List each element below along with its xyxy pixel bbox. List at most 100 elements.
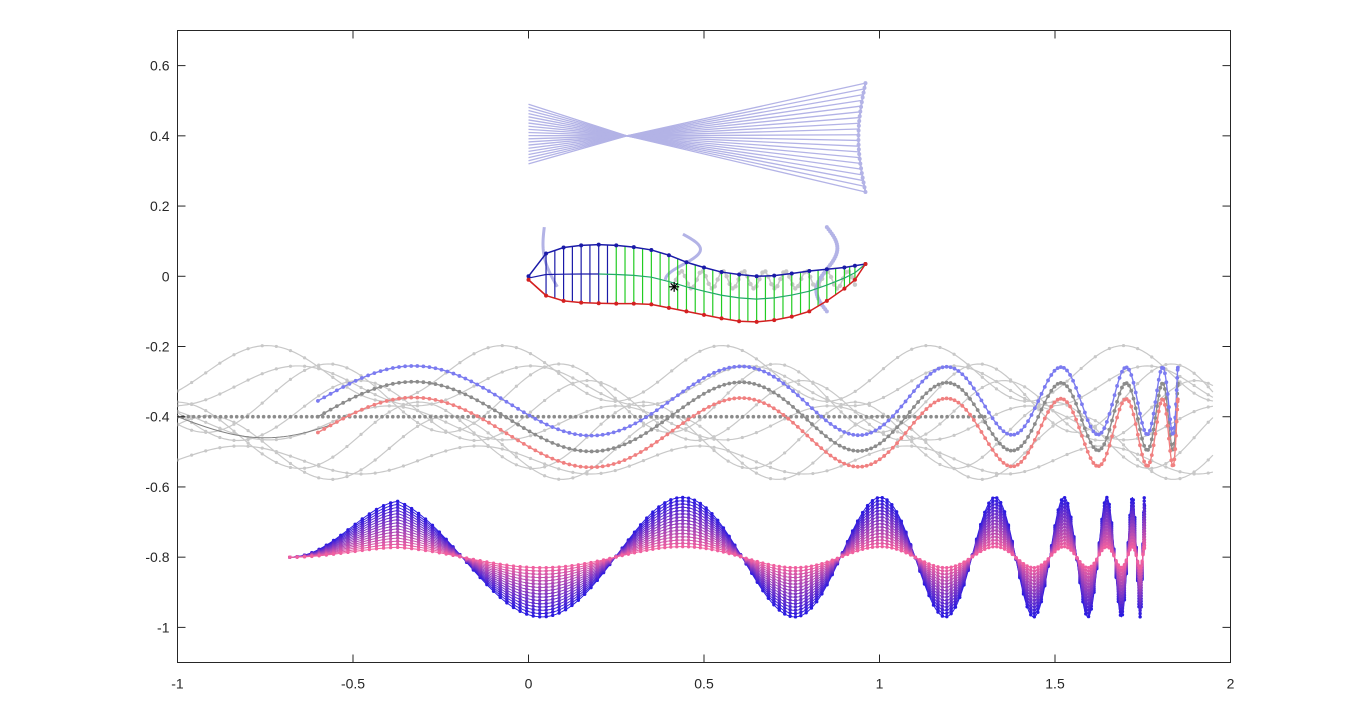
upper-wave-markers-point [1112, 393, 1117, 398]
upper-wave-markers-point [903, 399, 908, 404]
wave-curve-markers-point [1084, 571, 1088, 576]
wave-curve-markers-point [675, 525, 679, 529]
wave-curve-markers-point [865, 526, 870, 530]
wave-curve-markers-point [865, 546, 870, 550]
wave-curve-markers-point [1084, 593, 1088, 597]
wave-curve-markers-point [381, 509, 386, 514]
dotted-centerline-point [224, 414, 228, 419]
wave-curve-markers-point [890, 523, 894, 527]
wave-curve-markers-point [880, 538, 884, 542]
wave-curve-markers-point [809, 578, 814, 582]
wave-curve-markers-point [1138, 611, 1142, 616]
wave-curve-markers-point [931, 569, 936, 573]
wave-curve-markers-point [799, 613, 803, 618]
dotted-centerline-point [950, 414, 955, 419]
wave-curve-markers-point [949, 611, 953, 616]
wave-curve-markers-point [576, 565, 581, 569]
wave-curve-markers-point [894, 532, 899, 536]
grey-wave-markers-point [415, 404, 420, 408]
lower-wave-markers-point [1055, 397, 1060, 402]
wave-curve-markers-point [570, 603, 574, 608]
wave-curve-markers-point [374, 528, 379, 533]
wave-curve-markers-point [524, 596, 529, 601]
grey-trail-markers-point [712, 284, 717, 289]
dotted-centerline-point [740, 414, 745, 419]
grey-wave-markers-point [1150, 364, 1154, 368]
wave-curve-markers-point [721, 550, 726, 554]
lower-wave-markers-point [752, 397, 757, 402]
grey-wave-markers-point [373, 458, 377, 462]
wave-curve-markers-point [880, 509, 884, 513]
wave-curve-markers-point [1120, 597, 1125, 601]
grey-wave-markers-point [655, 402, 660, 406]
wave-curve-markers-point [953, 569, 958, 574]
center-wave-markers-point [1140, 436, 1144, 441]
center-wave-markers-point [451, 387, 456, 392]
center-wave-markers-point [846, 447, 851, 452]
wave-curve-markers-point [381, 518, 386, 522]
grey-wave-markers-point [317, 463, 321, 467]
wave-curve-markers-point [1066, 540, 1070, 544]
wave-curve-markers-point [931, 590, 936, 594]
wave-curve-markers-point [675, 528, 679, 533]
y-tick-label: 0.6 [150, 58, 170, 74]
wave-curve-markers-point [402, 531, 407, 536]
wave-curve-markers-point [799, 604, 803, 608]
wave-curve-markers-point [788, 588, 792, 592]
grey-wave-markers-point [726, 427, 730, 431]
wave-curve-markers-point [987, 519, 991, 523]
wave-curve-markers-point [885, 539, 889, 543]
wave-curve-markers-point [638, 549, 643, 554]
grey-wave-markers-point [486, 376, 490, 381]
grey-wave-markers-point [557, 477, 561, 481]
wave-curve-markers-point [1105, 522, 1109, 526]
marker-stroke [670, 282, 679, 291]
wave-curve-markers-point [681, 499, 685, 503]
wave-curve-markers-point [804, 589, 808, 594]
grey-wave-markers-point [641, 458, 646, 463]
wave-curve-markers-point [1062, 495, 1067, 500]
wave-curve-markers-point [388, 525, 393, 529]
wave-curve-markers-point [651, 522, 655, 527]
wave-curve-markers-point [686, 541, 691, 546]
wave-curve-markers-point [788, 608, 792, 612]
grey-wave-markers-point [684, 358, 688, 362]
upper-wave-markers-point [882, 422, 887, 427]
wave-curve-markers-point [945, 572, 949, 576]
wave-curve-markers-point [788, 598, 792, 602]
wave-curve-markers-point [544, 592, 548, 596]
wave-curve-markers-point [999, 536, 1003, 541]
grey-wave-markers-point [1023, 396, 1027, 401]
grey-wave-markers-point [881, 395, 886, 400]
wave-curve-markers-point [698, 540, 703, 544]
x-tick-label: 0.5 [694, 676, 714, 692]
wave-curve-markers-point [1029, 594, 1033, 598]
dotted-centerline-point [450, 414, 454, 419]
lower-surface-markers-point [631, 301, 636, 306]
wave-curve-markers-point [416, 533, 421, 537]
wave-curve-markers-point [799, 585, 803, 589]
grey-wave-markers-point [754, 431, 759, 435]
grey-wave-markers-point [599, 391, 603, 396]
wave-curve-markers-point [511, 569, 516, 574]
wave-curve-markers-point [804, 586, 808, 591]
wave-curve-markers-point [899, 549, 904, 553]
grey-wave-markers-point [768, 424, 773, 428]
grey-wave-markers-point [754, 460, 759, 464]
upper-wave-markers-point [712, 370, 716, 375]
wave-curve-markers-point [657, 519, 661, 523]
center-wave-markers-point [1008, 448, 1013, 453]
center-wave-markers-point [341, 400, 346, 405]
lower-wave-markers-point [757, 399, 762, 404]
center-wave-markers-point [1012, 448, 1017, 453]
wave-curve-markers-point [1062, 535, 1067, 539]
grey-wave-markers-point [1079, 423, 1083, 427]
center-wave-markers-point [1071, 394, 1075, 399]
upper-wave-markers-point [786, 385, 791, 390]
grey-trail-markers-point [715, 277, 720, 282]
wave-curve-markers-point [388, 507, 393, 511]
grey-wave-markers-point [599, 383, 603, 387]
grey-wave-markers-point [345, 366, 349, 370]
wave-curve-markers-point [870, 511, 875, 515]
upper-wave-markers-point [421, 364, 426, 369]
